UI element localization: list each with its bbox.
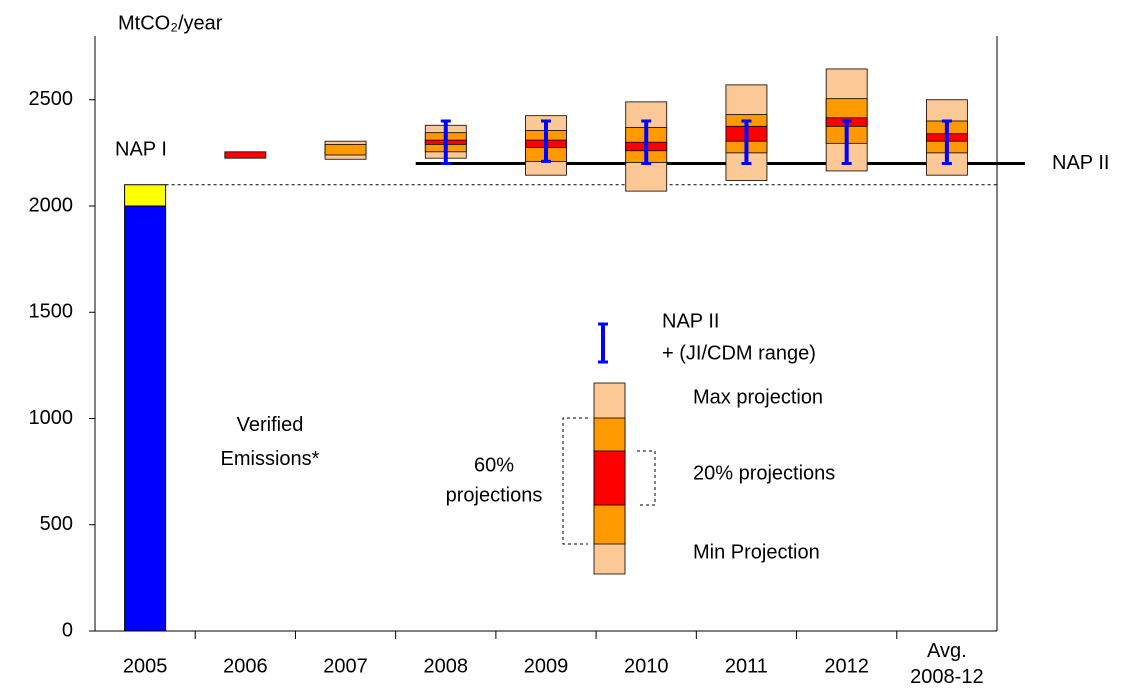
key-text: Max projection [693, 386, 823, 408]
x-tick-label: 2005 [123, 655, 168, 677]
x-tick-label: 2011 [725, 655, 768, 677]
key-text: projections [446, 484, 543, 506]
bar [124, 184, 167, 207]
verified-label: Verified Emissions* [221, 414, 320, 470]
error-bar [741, 119, 752, 165]
key-text: Min Projection [693, 541, 820, 563]
x-tick-label: 2010 [624, 655, 669, 677]
x-tick-label: 2008 [424, 655, 469, 677]
x-tick-label: Avg. 2008-12 [910, 640, 983, 688]
projection-box [224, 151, 267, 159]
key-bracket [562, 417, 588, 545]
key-text: 20% projections [693, 462, 835, 484]
verified-label-line: Emissions* [221, 448, 320, 470]
y-tick-label: 0 [62, 619, 73, 641]
key-text: NAP II [662, 310, 719, 332]
x-tick-label-line: Avg. [927, 640, 967, 662]
x-tick-label: 2009 [524, 655, 569, 677]
y-axis-label: MtCO₂/year [118, 12, 223, 34]
error-bar [641, 119, 652, 165]
y-tick-label: 2000 [29, 194, 74, 216]
projection-box [324, 143, 367, 156]
verified-label-line: Verified [237, 414, 304, 436]
nap2-label: NAP II [1052, 152, 1109, 174]
x-tick-label: 2012 [824, 655, 869, 677]
y-tick-label: 1000 [29, 407, 74, 429]
nap1-label: NAP I [115, 138, 167, 160]
x-tick-label: 2006 [223, 655, 268, 677]
key-box [593, 450, 626, 506]
key-text: + (JI/CDM range) [662, 342, 816, 364]
x-tick-label: 2007 [323, 655, 368, 677]
key-bracket [637, 450, 656, 506]
error-bar [541, 119, 551, 163]
y-tick-label: 2500 [29, 88, 74, 110]
key-text: 60% [474, 454, 514, 476]
y-tick-label: 1500 [29, 301, 74, 323]
error-bar [941, 119, 952, 165]
y-tick-label: 500 [40, 513, 73, 535]
error-bar [440, 119, 451, 165]
error-bar [841, 119, 852, 165]
bar [124, 205, 167, 632]
x-tick-label-line: 2008-12 [910, 666, 983, 688]
